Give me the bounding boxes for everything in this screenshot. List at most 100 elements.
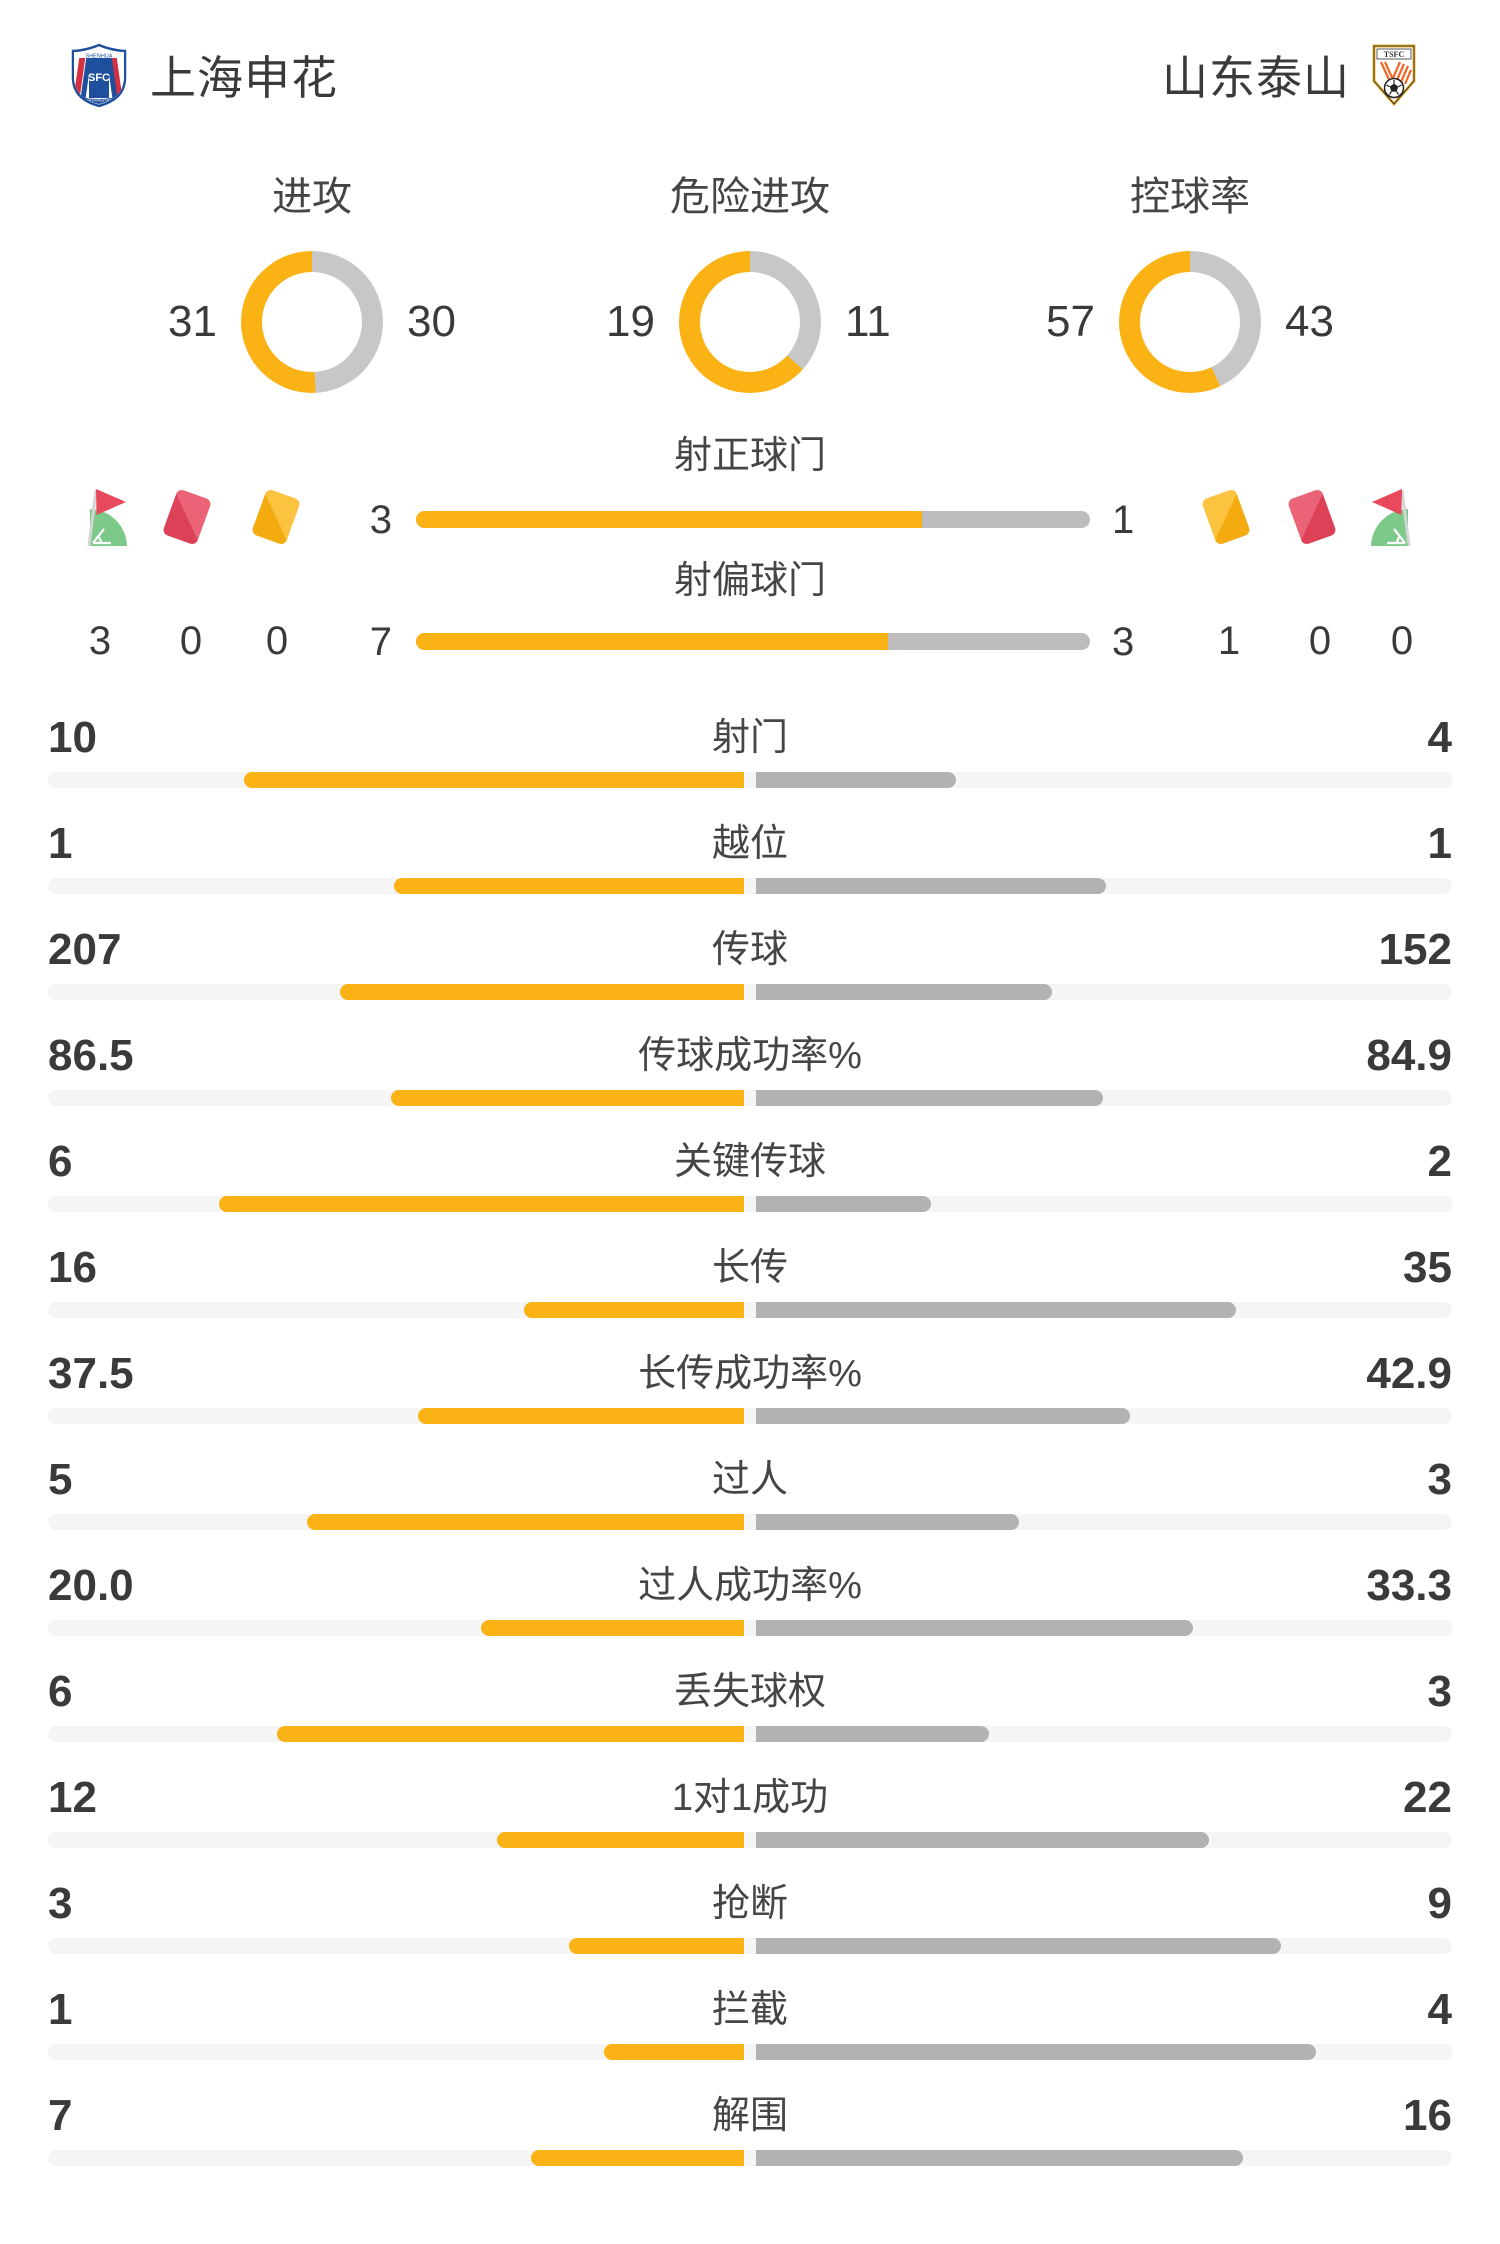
stat-6-track [48,1408,1452,1424]
stat-13-home-bar [530,2150,744,2166]
stat-10-away-value: 22 [1403,1773,1452,1822]
stat-0-away-value: 4 [1427,713,1452,762]
svg-text:SFC: SFC [88,72,110,84]
donut-hole-3 [1140,272,1240,372]
shots-off-target-home-value: 7 [369,620,392,664]
stat-1-away-value: 1 [1427,819,1452,868]
donut-2-home-value: 19 [606,297,655,346]
away-yellow-cards-count: 1 [1217,619,1241,663]
shots-on-target-bar-home-fill [416,511,922,528]
stat-8-away-bar [756,1620,1194,1636]
donut-hole-2 [700,272,800,372]
donut-2-away-value: 11 [845,297,891,346]
stat-3-track [48,1090,1452,1106]
stat-5-home-value: 16 [48,1243,97,1292]
stat-10-away-bar [756,1832,1209,1848]
stat-12-away-value: 4 [1427,1985,1452,2034]
home-team-name: 上海申花 [150,52,338,104]
home-corners-count: 3 [88,619,112,663]
stat-3-label: 传球成功率% [638,1035,862,1077]
stat-4-label: 关键传球 [673,1141,826,1183]
stat-7-away-value: 3 [1427,1455,1452,1504]
stat-6-home-bar [417,1408,744,1424]
stat-7-home-bar [306,1514,744,1530]
stat-2-home-bar [340,984,744,1000]
stat-5-away-bar [756,1302,1237,1318]
stat-13-away-bar [756,2150,1243,2166]
away-red-cards-count: 0 [1308,619,1332,663]
svg-text:SHANGHAI: SHANGHAI [87,98,111,103]
home-red-cards-count: 0 [179,619,203,663]
donut-title-1: 进攻 [272,175,352,219]
stat-3-home-bar [390,1090,744,1106]
stat-7-track [48,1514,1452,1530]
away-corner-flag-icon [1368,486,1428,548]
stat-9-home-bar [277,1726,744,1742]
stat-4-home-value: 6 [48,1137,73,1186]
stat-13-home-value: 7 [48,2091,73,2140]
stat-11-track [48,1938,1452,1954]
donut-title-2: 危险进攻 [670,175,830,219]
svg-text:SHENHUA: SHENHUA [86,54,113,60]
shots-off-target-away-value: 3 [1112,620,1135,664]
away-red-card-icon [1286,488,1338,546]
donut-3-away-value: 43 [1285,297,1334,346]
stat-10-track [48,1832,1452,1848]
stat-7-away-bar [756,1514,1019,1530]
donut-chart-1 [241,251,383,393]
stat-6-away-bar [756,1408,1130,1424]
stat-12-home-bar [604,2044,744,2060]
stat-12-label: 拦截 [711,1989,788,2031]
home-corner-flag-icon [70,486,130,548]
stat-12-away-bar [756,2044,1316,2060]
stat-8-home-bar [481,1620,744,1636]
stat-9-track [48,1726,1452,1742]
stat-6-label: 长传成功率% [638,1353,862,1395]
stat-11-away-bar [756,1938,1281,1954]
stat-7-label: 过人 [711,1459,788,1501]
away-team-header: 山东泰山 TSFC [1162,40,1416,110]
stat-6-home-value: 37.5 [48,1349,134,1398]
stat-2-away-bar [756,984,1053,1000]
home-team-badge-icon: SFC SHENHUA SHANGHAI [71,43,127,107]
donut-chart-3 [1119,251,1261,393]
stat-0-track [48,772,1452,788]
shots-off-target-bar-home-fill [416,633,888,650]
stat-8-home-value: 20.0 [48,1561,134,1610]
stat-13-label: 解围 [711,2095,788,2137]
stat-12-track [48,2044,1452,2060]
stat-2-track [48,984,1452,1000]
stat-11-home-value: 3 [48,1879,73,1928]
stat-11-home-bar [569,1938,744,1954]
stat-0-home-bar [244,772,744,788]
stat-6-away-value: 42.9 [1366,1349,1452,1398]
stat-7-home-value: 5 [48,1455,73,1504]
stat-10-home-value: 12 [48,1773,97,1822]
shots-on-target-home-value: 3 [369,498,392,542]
stat-1-home-bar [394,878,744,894]
stat-13-away-value: 16 [1403,2091,1452,2140]
donut-1-away-value: 30 [407,297,456,346]
stat-0-away-bar [756,772,956,788]
stat-10-home-bar [496,1832,744,1848]
stat-1-label: 越位 [711,823,788,865]
stat-13-track [48,2150,1452,2166]
stat-1-home-value: 1 [48,819,73,868]
shots-on-target-away-value: 1 [1112,498,1135,542]
stat-9-home-value: 6 [48,1667,73,1716]
home-red-card-icon [161,488,213,546]
stat-9-away-bar [756,1726,990,1742]
stat-3-away-value: 84.9 [1366,1031,1452,1080]
donut-hole-1 [262,272,362,372]
stat-1-away-bar [756,878,1106,894]
stat-11-away-value: 9 [1427,1879,1452,1928]
stat-12-home-value: 1 [48,1985,73,2034]
stat-4-away-bar [756,1196,931,1212]
stat-9-label: 丢失球权 [673,1671,826,1713]
home-team-header: SFC SHENHUA SHANGHAI 上海申花 [70,40,338,110]
stat-10-label: 1对1成功 [671,1777,829,1819]
stat-5-away-value: 35 [1403,1243,1452,1292]
stat-3-away-bar [756,1090,1103,1106]
stat-9-away-value: 3 [1427,1667,1452,1716]
